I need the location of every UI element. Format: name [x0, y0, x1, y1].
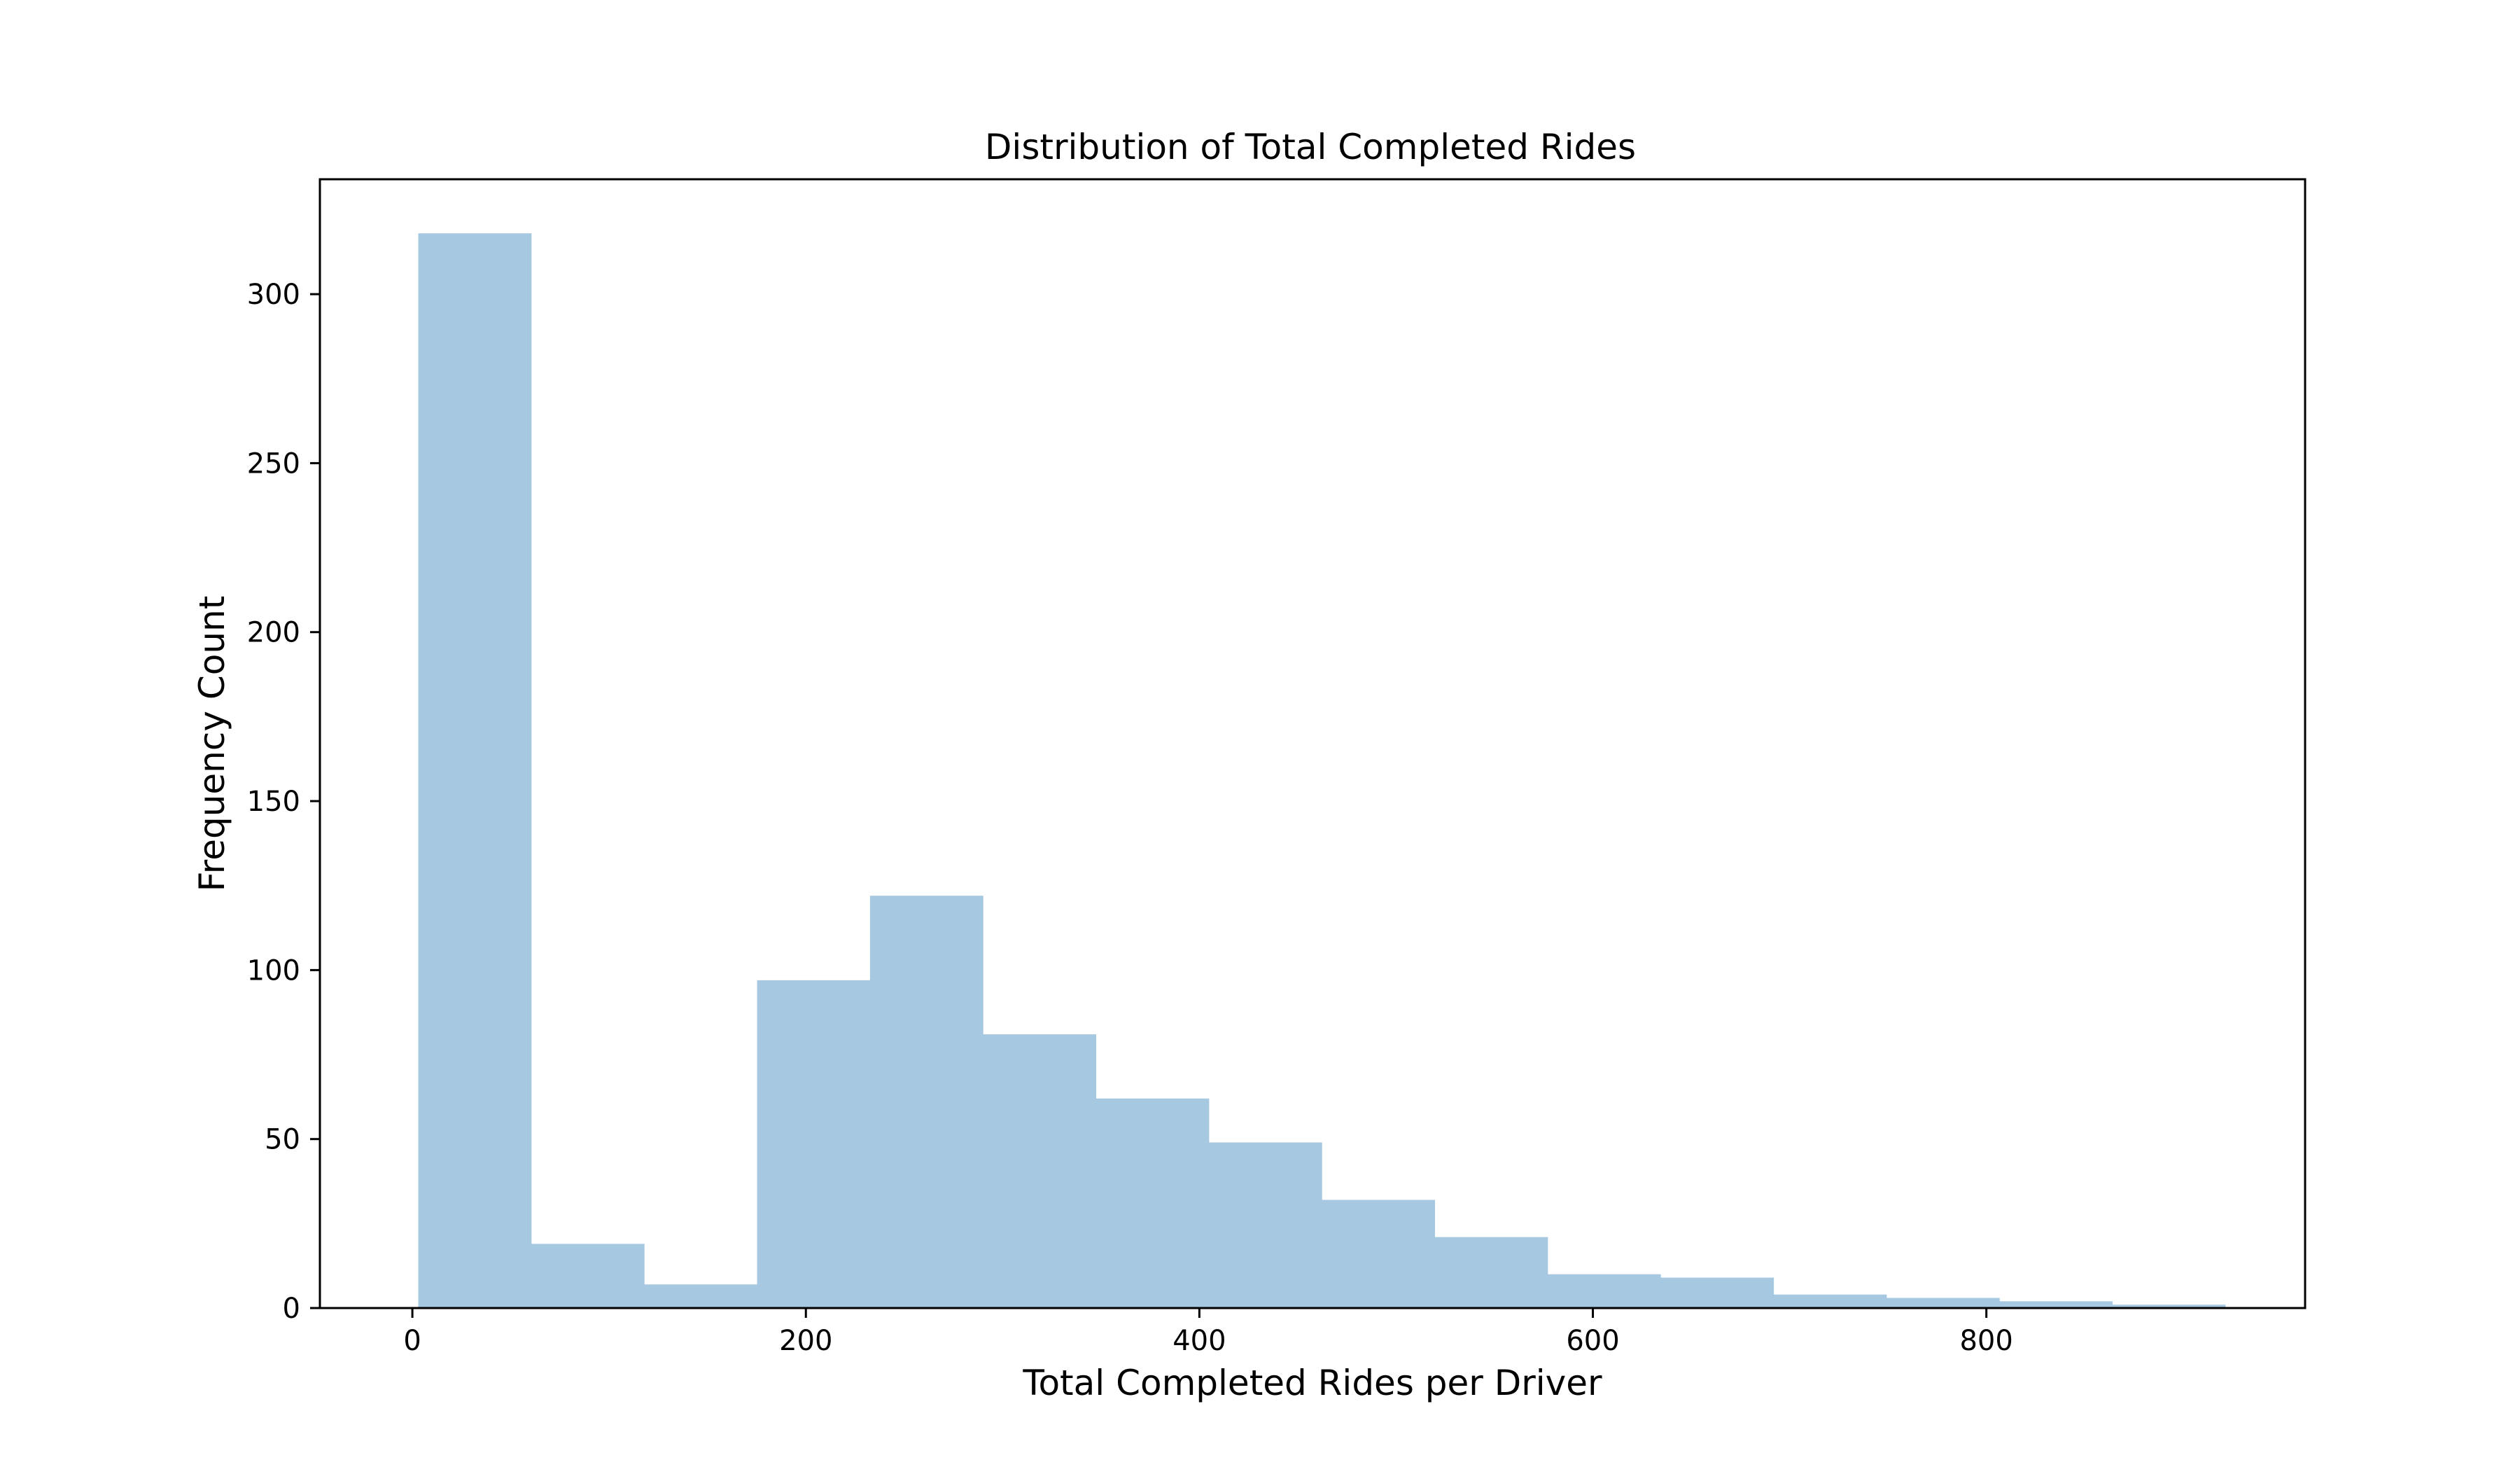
histogram-bar — [531, 1244, 645, 1308]
histogram-bar — [757, 980, 871, 1308]
y-axis: 0 50 100 150 200 250 300 — [247, 279, 320, 1325]
x-tick-label: 400 — [1172, 1325, 1226, 1357]
y-tick-label: 100 — [247, 954, 300, 987]
x-tick-label: 0 — [403, 1325, 421, 1357]
x-tick-label: 600 — [1566, 1325, 1619, 1357]
histogram-bar — [1322, 1200, 1436, 1308]
y-tick-label: 250 — [247, 447, 300, 480]
histogram-bar — [1886, 1298, 2000, 1308]
x-axis: 0 200 400 600 800 — [403, 1308, 2013, 1357]
histogram-bar — [644, 1284, 758, 1308]
histogram-bar — [1999, 1301, 2113, 1308]
histogram-bar — [983, 1034, 1097, 1308]
y-tick-label: 0 — [283, 1293, 300, 1325]
histogram-bar — [1208, 1142, 1322, 1308]
y-tick-label: 50 — [265, 1124, 300, 1156]
y-axis-label: Frequency Count — [192, 596, 232, 892]
histogram-bar — [1434, 1237, 1548, 1308]
bars-layer — [418, 233, 2226, 1308]
y-tick-label: 150 — [247, 786, 300, 818]
y-tick-label: 200 — [247, 617, 300, 649]
histogram-bar — [1547, 1274, 1661, 1308]
histogram-bar — [1773, 1294, 1887, 1308]
chart-title: Distribution of Total Completed Rides — [985, 127, 1636, 167]
x-tick-label: 200 — [779, 1325, 832, 1357]
plot-frame — [318, 178, 2306, 1309]
histogram-bar — [418, 233, 532, 1308]
x-tick-label: 800 — [1959, 1325, 2012, 1357]
x-axis-label: Total Completed Rides per Driver — [1022, 1363, 1602, 1403]
histogram-bar — [1096, 1098, 1210, 1308]
histogram-bar — [1660, 1277, 1774, 1308]
histogram-bar — [2112, 1305, 2226, 1308]
y-tick-label: 300 — [247, 279, 300, 311]
histogram-bar — [869, 896, 983, 1308]
